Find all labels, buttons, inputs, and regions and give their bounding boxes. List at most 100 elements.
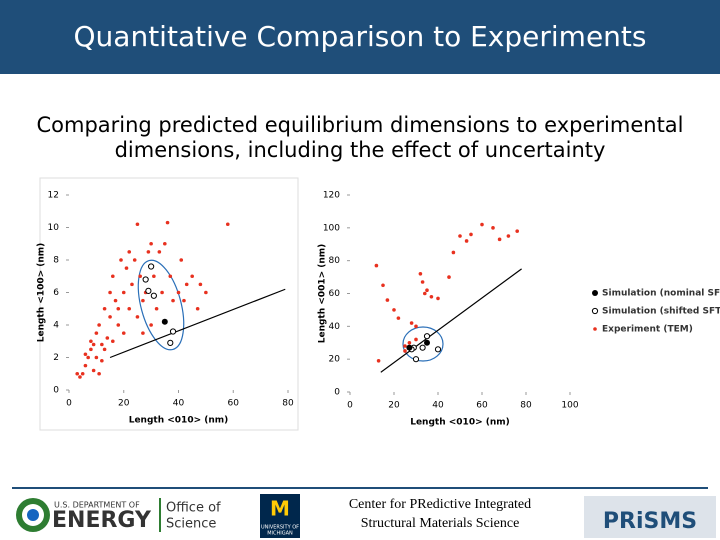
point: [182, 298, 186, 303]
legend-marker: [591, 307, 599, 315]
point: [127, 250, 132, 254]
point: [198, 282, 203, 287]
point: [108, 290, 112, 295]
doe-text: ENERGY: [52, 508, 152, 533]
point: [204, 290, 208, 295]
point: [83, 352, 88, 357]
point: [374, 263, 379, 268]
point: [124, 266, 129, 270]
point: [167, 339, 174, 346]
y-tick-label: 4: [53, 321, 59, 331]
y-tick-label: 12: [48, 191, 59, 201]
point: [135, 222, 140, 227]
point: [113, 298, 118, 303]
point: [149, 323, 153, 327]
prisms-text: PRiSMS: [603, 509, 697, 534]
point: [381, 283, 385, 288]
point: [376, 359, 381, 363]
x-axis-label: Length <010> (nm): [129, 416, 229, 426]
y-tick-label: 40: [329, 322, 341, 332]
um-logo-text: M: [270, 497, 290, 521]
point: [116, 323, 121, 327]
trend-line: [109, 288, 286, 359]
point: [86, 355, 90, 360]
y-tick-label: 0: [334, 388, 340, 398]
point: [179, 258, 184, 262]
um-name: MICHIGAN: [267, 531, 293, 537]
x-axis-label: Length <010> (nm): [410, 418, 510, 428]
doe-logo: [27, 509, 39, 521]
point: [108, 315, 112, 319]
y-tick-label: 10: [48, 223, 60, 233]
highlight-ellipse: [137, 259, 185, 351]
point: [146, 250, 151, 254]
point: [97, 323, 101, 327]
point: [163, 241, 167, 246]
center-text: Structural Materials Science: [361, 516, 520, 531]
x-tick-label: 20: [118, 399, 130, 409]
legend-marker: [593, 327, 597, 331]
point: [138, 274, 142, 279]
y-tick-label: 2: [53, 353, 59, 363]
x-tick-label: 100: [561, 401, 578, 411]
office-text: Science: [166, 517, 216, 532]
point: [132, 258, 137, 262]
point: [142, 276, 149, 283]
point: [94, 355, 99, 360]
um-logo: [260, 494, 300, 538]
point: [157, 250, 162, 254]
y-tick-label: 120: [323, 191, 340, 201]
y-axis-label: Length <001> (nm): [318, 244, 328, 344]
legend-marker: [592, 290, 598, 296]
point: [116, 306, 121, 311]
point: [89, 339, 93, 344]
point: [225, 222, 230, 227]
y-tick-label: 0: [53, 386, 59, 396]
point: [152, 274, 156, 279]
point: [469, 232, 473, 237]
point: [420, 280, 425, 284]
point: [141, 298, 145, 303]
point: [100, 358, 104, 363]
x-tick-label: 40: [173, 399, 185, 409]
point: [171, 298, 175, 303]
point: [141, 331, 145, 335]
point: [409, 321, 414, 325]
trend-line: [380, 268, 522, 373]
point: [83, 363, 88, 368]
point: [102, 306, 107, 311]
y-tick-label: 6: [53, 288, 59, 298]
point: [150, 292, 157, 299]
header-bar: [0, 0, 720, 74]
highlight-ellipse: [402, 326, 444, 362]
point: [78, 375, 82, 379]
point: [135, 315, 140, 319]
y-tick-label: 100: [323, 223, 340, 233]
prisms-logo: [584, 496, 716, 538]
point: [497, 237, 502, 242]
y-tick-label: 60: [329, 289, 341, 299]
x-tick-label: 20: [388, 401, 400, 411]
x-tick-label: 60: [228, 399, 240, 409]
point: [423, 333, 431, 340]
point: [491, 226, 495, 230]
point: [429, 294, 434, 299]
point: [419, 344, 426, 351]
point: [169, 328, 177, 335]
x-tick-label: 80: [520, 401, 532, 411]
point: [412, 356, 420, 363]
point: [94, 331, 99, 335]
point: [121, 290, 126, 295]
center-text: Center for PRedictive Integrated: [349, 497, 531, 512]
point: [424, 339, 430, 346]
doe-text: U.S. DEPARTMENT OF: [54, 501, 140, 510]
point: [451, 250, 456, 255]
point: [436, 296, 440, 301]
x-tick-label: 80: [282, 399, 294, 409]
point: [403, 344, 407, 348]
point: [407, 340, 412, 345]
point: [102, 347, 107, 352]
point: [464, 239, 469, 243]
